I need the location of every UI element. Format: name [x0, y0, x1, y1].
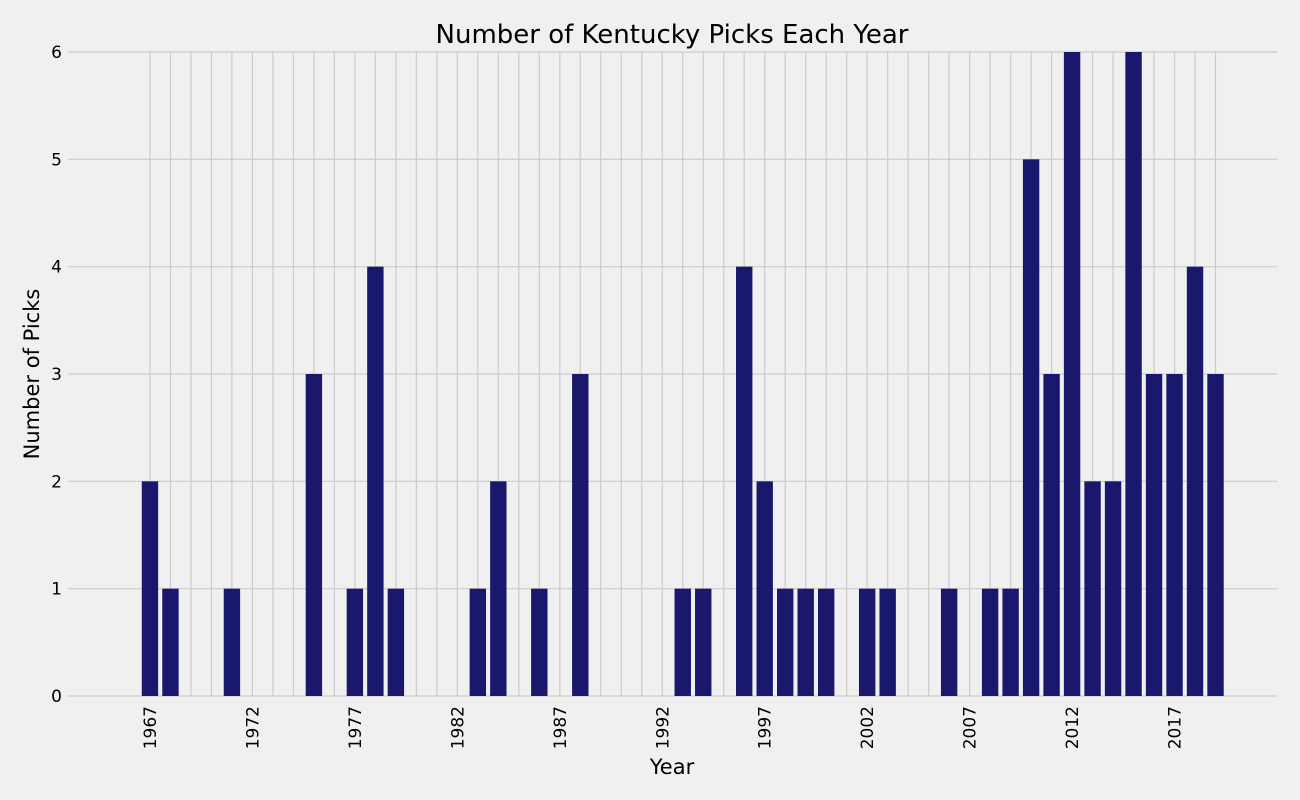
x-tick-label: 1987	[551, 706, 571, 749]
x-tick-label: 1977	[346, 706, 366, 749]
x-tick-label: 2017	[1166, 706, 1186, 749]
bar-2019	[1207, 374, 1224, 696]
bar-1983	[469, 588, 487, 696]
y-tick-labels: 0 1 2 3 4 5 6	[51, 43, 62, 707]
bar-1979	[387, 588, 405, 696]
x-tick-label: 2012	[1063, 706, 1083, 749]
bar-1986	[531, 588, 548, 696]
x-tick-label: 1992	[653, 706, 673, 749]
bar-1975	[305, 374, 323, 696]
bar-1978	[367, 266, 384, 696]
y-tick-label: 1	[51, 580, 62, 600]
bar-2006	[940, 588, 958, 696]
bar-1994	[695, 588, 712, 696]
bar-2017	[1166, 374, 1183, 696]
bar-2003	[879, 588, 896, 696]
bar-2010	[1022, 159, 1040, 697]
bar-2018	[1186, 266, 1204, 696]
bar-1971	[223, 588, 241, 696]
bar-1998	[777, 588, 794, 696]
bar-1968	[162, 588, 179, 696]
bar-2009	[1002, 588, 1019, 696]
bar-2016	[1145, 374, 1163, 696]
x-axis-label: Year	[649, 755, 695, 779]
chart-title: Number of Kentucky Picks Each Year	[436, 20, 909, 50]
bar-2014	[1104, 481, 1122, 696]
bar-2013	[1084, 481, 1101, 696]
x-tick-label: 1967	[141, 706, 161, 749]
bar-2015	[1125, 52, 1142, 696]
x-tick-label: 2002	[858, 706, 878, 749]
bar-1977	[346, 588, 364, 696]
y-tick-label: 4	[51, 258, 62, 278]
x-tick-label: 2007	[961, 706, 981, 749]
bar-1993	[674, 588, 691, 696]
bar-2012	[1063, 52, 1081, 696]
y-tick-label: 0	[51, 687, 62, 707]
bar-2002	[858, 588, 876, 696]
bar-1988	[572, 374, 589, 696]
bar-1996	[736, 266, 753, 696]
bar-2000	[817, 588, 835, 696]
y-tick-label: 2	[51, 472, 62, 492]
bar-layer	[141, 52, 1224, 697]
bar-2008	[981, 588, 999, 696]
bar-1997	[756, 481, 773, 696]
x-tick-label: 1997	[756, 706, 776, 749]
x-tick-label: 1982	[448, 706, 468, 749]
y-tick-label: 3	[51, 365, 62, 385]
bar-2011	[1043, 374, 1060, 696]
x-tick-labels: 1967 1972 1977 1982 1987 1992 1997 2002 2007 2012…	[141, 706, 1186, 749]
y-axis-label: Number of Picks	[20, 289, 44, 460]
y-tick-label: 5	[51, 150, 62, 170]
bar-1999	[797, 588, 814, 696]
x-tick-label: 1972	[243, 706, 263, 749]
bar-1967	[141, 481, 159, 696]
y-tick-label: 6	[51, 43, 62, 63]
bar-1984	[490, 481, 507, 696]
